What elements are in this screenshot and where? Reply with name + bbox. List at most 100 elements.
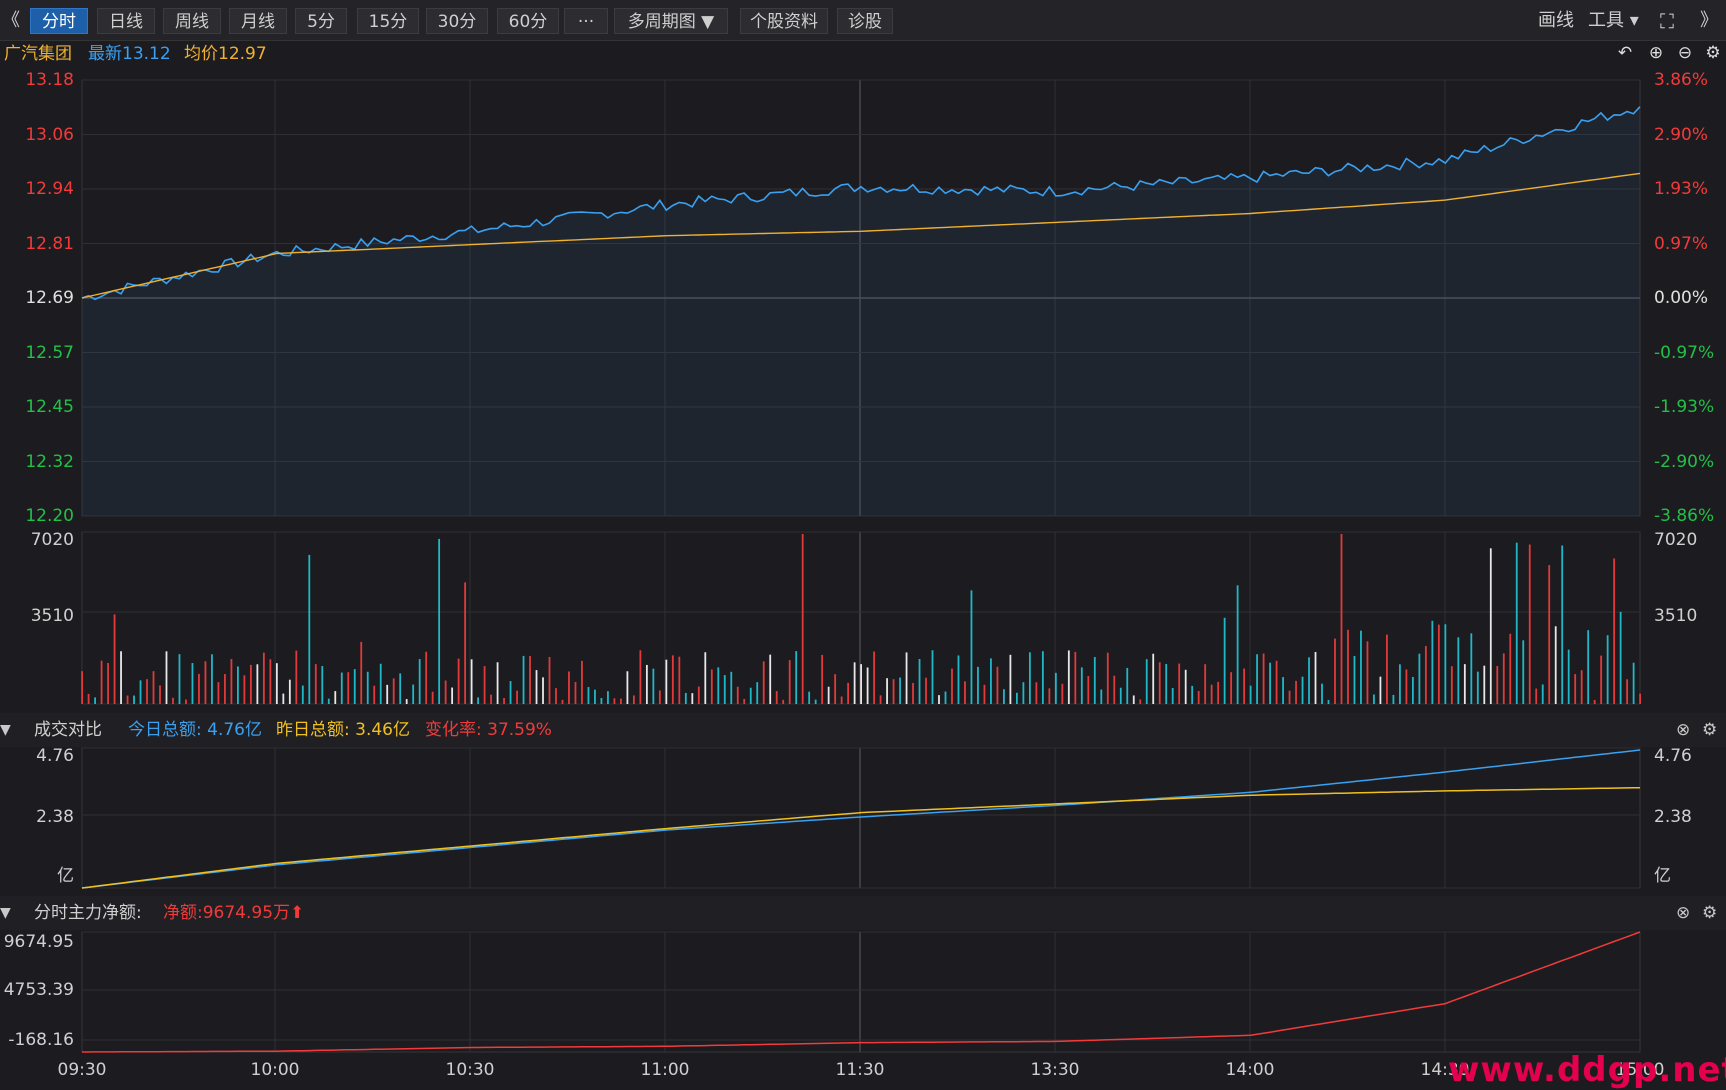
volume-bar (1522, 640, 1525, 704)
volume-bar (262, 652, 265, 704)
volume-bar (1405, 669, 1408, 704)
volume-bar (451, 687, 454, 704)
volume-bar (1450, 666, 1453, 704)
collapse-icon[interactable]: ▼ (0, 722, 11, 738)
volume-bar (944, 691, 947, 704)
tab-3[interactable]: 月线 (229, 8, 287, 34)
zoom-in-icon[interactable]: ⊕ (1648, 43, 1664, 63)
volume-bar (795, 651, 798, 704)
tab-0[interactable]: 分时 (30, 8, 88, 34)
tab-9[interactable]: 多周期图 ▼ (614, 8, 728, 34)
volume-bar (516, 690, 518, 704)
price-axis-label: 12.57 (25, 342, 74, 363)
volume-bar (1171, 688, 1174, 704)
tab-10[interactable]: 个股资料 (740, 8, 828, 34)
section-title: 成交对比 (34, 720, 102, 740)
volume-bar (1210, 684, 1213, 704)
turnover-axis-label: 4.76 (1654, 746, 1692, 766)
settings-icon[interactable]: ⚙ (1702, 903, 1718, 923)
volume-bar (1165, 663, 1168, 704)
section-title: 分时主力净额: (34, 903, 142, 923)
volume-bar (386, 684, 389, 704)
volume-bar (568, 671, 570, 704)
volume-bar (1366, 641, 1369, 704)
volume-bar (1463, 664, 1466, 704)
volume-bar (1632, 662, 1635, 704)
pct-axis-label: -1.93% (1654, 397, 1715, 417)
pct-axis-label: 3.86% (1654, 70, 1709, 90)
volume-bar (1541, 684, 1544, 704)
volume-bar (1386, 634, 1388, 704)
volume-bar (1593, 699, 1596, 704)
volume-bar (483, 666, 486, 704)
settings-icon[interactable]: ⚙ (1705, 43, 1721, 63)
volume-bar (1275, 660, 1278, 704)
tab-1[interactable]: 日线 (97, 8, 155, 34)
volume-bar (697, 686, 700, 704)
volume-bar (892, 679, 895, 704)
tab-6[interactable]: 30分 (426, 8, 488, 34)
close-icon[interactable]: ⊗ (1676, 720, 1691, 740)
collapse-icon[interactable]: ▼ (0, 905, 11, 921)
settings-icon[interactable]: ⚙ (1702, 720, 1718, 740)
tab-5[interactable]: 15分 (357, 8, 419, 34)
volume-bar (392, 678, 395, 704)
draw-line-button[interactable]: 画线 (1538, 10, 1574, 31)
tab-11[interactable]: 诊股 (837, 8, 893, 34)
tools-dropdown[interactable]: 工具 ▾ (1588, 10, 1639, 31)
netflow-axis-label: -168.16 (8, 1030, 74, 1050)
volume-bar (886, 678, 888, 704)
volume-bar (548, 656, 551, 704)
tab-7[interactable]: 60分 (497, 8, 559, 34)
volume-bar (366, 671, 369, 704)
volume-axis-label: 7020 (30, 530, 74, 550)
undo-icon[interactable]: ↶ (1617, 43, 1633, 63)
tab-2[interactable]: 周线 (163, 8, 221, 34)
volume-bar (405, 699, 408, 704)
volume-bar (139, 680, 142, 704)
volume-bar (730, 671, 733, 704)
volume-bar (425, 651, 428, 704)
stock-name: 广汽集团 (4, 44, 72, 64)
volume-bar (1496, 666, 1499, 704)
volume-bar (522, 655, 525, 704)
tab-4[interactable]: 5分 (295, 8, 347, 34)
volume-bar (81, 671, 83, 704)
volume-bar (340, 672, 343, 704)
volume-bar (172, 697, 174, 704)
zoom-out-icon[interactable]: ⊖ (1677, 43, 1693, 63)
volume-bar (1217, 681, 1220, 704)
volume-bar (1003, 689, 1005, 704)
volume-bar (1437, 624, 1440, 704)
volume-bar (1041, 651, 1044, 704)
price-axis-label: 13.06 (25, 124, 74, 145)
volume-bar (249, 664, 252, 704)
volume-bar (327, 698, 330, 704)
volume-bar (1548, 565, 1551, 704)
tab-8[interactable]: ··· (564, 8, 608, 34)
volume-bar (840, 696, 843, 704)
volume-bar (1230, 672, 1233, 704)
volume-bar (159, 685, 161, 704)
volume-bar (1399, 664, 1401, 704)
volume-bar (671, 655, 674, 704)
yesterday-total-line (81, 786, 1641, 889)
expand-icon[interactable]: ⛶ (1660, 9, 1674, 33)
collapse-left-button[interactable]: 《 (2, 10, 20, 31)
time-axis-label: 14:00 (1225, 1060, 1275, 1080)
close-icon[interactable]: ⊗ (1676, 903, 1691, 923)
netflow-axis-label: 4753.39 (3, 980, 74, 1000)
volume-bar (1411, 677, 1414, 704)
avg-price: 均价12.97 (184, 44, 267, 64)
volume-bar (1418, 653, 1421, 704)
volume-bar (1353, 655, 1356, 704)
volume-bar (87, 693, 90, 704)
volume-bar (1340, 534, 1343, 704)
volume-bar (418, 659, 421, 704)
volume-bar (1327, 699, 1330, 704)
collapse-right-button[interactable]: 》 (1700, 10, 1718, 31)
volume-bar (1282, 677, 1284, 704)
volume-bar (1113, 675, 1116, 704)
time-axis-label: 13:30 (1030, 1060, 1080, 1080)
